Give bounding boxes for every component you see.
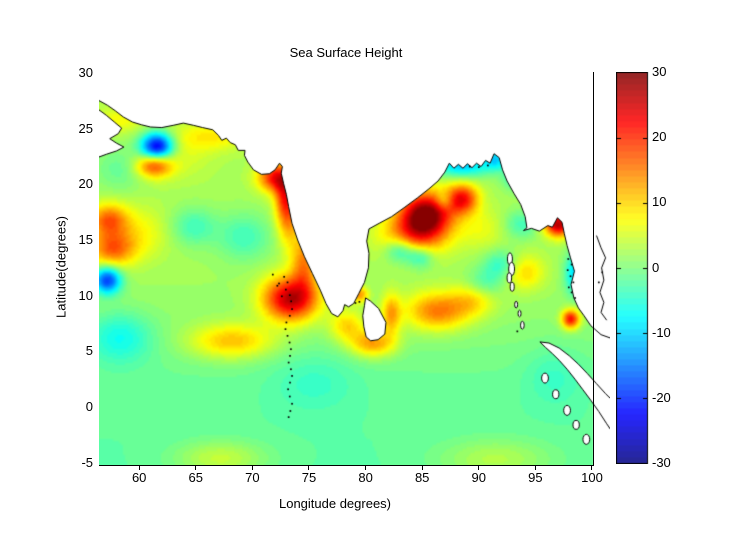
- x-tick-label: 80: [358, 470, 373, 485]
- x-tick-label: 60: [131, 470, 147, 485]
- x-axis-label: Longitude degrees): [278, 496, 392, 511]
- x-tick-label: 85: [414, 470, 430, 485]
- x-tick-mark: [251, 466, 253, 470]
- y-tick-label: 5: [85, 343, 93, 359]
- y-axis-label: Latitude(degrees): [53, 216, 69, 318]
- x-tick-mark: [195, 466, 197, 470]
- x-tick-label: 100: [581, 470, 603, 485]
- y-tick-label: 20: [78, 176, 93, 192]
- x-tick-label: 90: [471, 470, 487, 485]
- colorbar-tick-label: 30: [652, 64, 667, 79]
- colorbar-tick-label: -10: [652, 324, 671, 340]
- y-tick-label: 25: [78, 120, 93, 136]
- map-canvas: [99, 73, 610, 465]
- x-tick-mark: [365, 466, 367, 470]
- x-axis-line: [99, 465, 594, 466]
- y-tick-label: 10: [78, 287, 93, 303]
- y-tick-label: 15: [78, 232, 93, 248]
- x-tick-label: 65: [188, 470, 204, 485]
- y-tick-label: -5: [81, 454, 93, 470]
- plot-title: Sea Surface Height: [289, 45, 403, 60]
- colorbar-tick-label: 20: [652, 129, 667, 145]
- x-tick-mark: [534, 466, 536, 470]
- x-tick-mark: [138, 466, 140, 470]
- x-tick-mark: [478, 466, 480, 470]
- colorbar-tick-label: 10: [652, 194, 667, 210]
- y-tick-label: 0: [85, 399, 93, 415]
- colorbar: [616, 72, 649, 464]
- colorbar-tick-label: -30: [652, 455, 671, 470]
- x-tick-label: 95: [528, 470, 543, 485]
- x-tick-mark: [308, 466, 310, 470]
- colorbar-tick-label: 0: [652, 259, 660, 275]
- x-tick-mark: [421, 466, 423, 470]
- right-axis-line: [593, 72, 594, 466]
- x-tick-label: 75: [301, 470, 317, 485]
- x-tick-mark: [591, 466, 593, 470]
- x-tick-label: 70: [245, 470, 260, 485]
- y-tick-label: 30: [78, 65, 93, 80]
- colorbar-tick-label: -20: [652, 389, 671, 405]
